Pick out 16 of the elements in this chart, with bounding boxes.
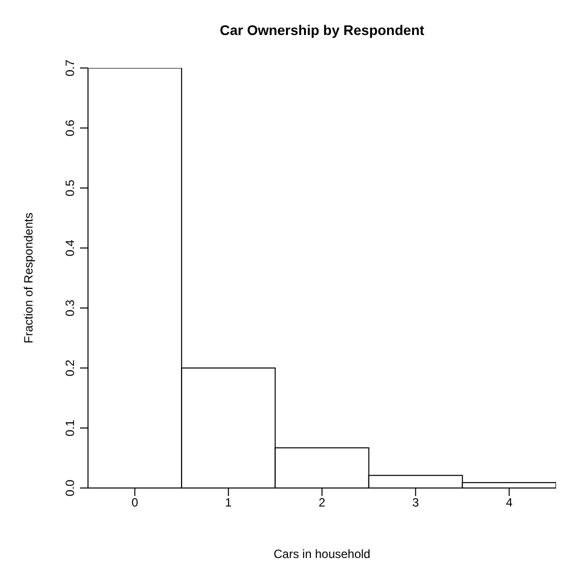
y-tick-label: 0.5 xyxy=(63,179,77,196)
y-tick-label: 0.0 xyxy=(63,479,77,496)
x-tick-label: 3 xyxy=(412,496,420,510)
x-axis-title: Cars in household xyxy=(274,547,370,561)
y-tick-label: 0.1 xyxy=(63,419,77,436)
x-tick-label: 1 xyxy=(225,496,232,510)
y-tick-label: 0.7 xyxy=(63,59,77,76)
y-tick-label: 0.4 xyxy=(63,239,77,256)
chart-title: Car Ownership by Respondent xyxy=(218,22,426,38)
y-tick-label: 0.2 xyxy=(63,359,77,376)
x-tick-label: 0 xyxy=(131,496,138,510)
x-tick-label: 4 xyxy=(506,496,513,510)
y-tick-label: 0.6 xyxy=(63,119,77,136)
x-tick-label: 2 xyxy=(318,496,326,510)
y-tick-label: 0.3 xyxy=(63,299,77,316)
y-axis-title: Fraction of Respondents xyxy=(21,212,36,344)
